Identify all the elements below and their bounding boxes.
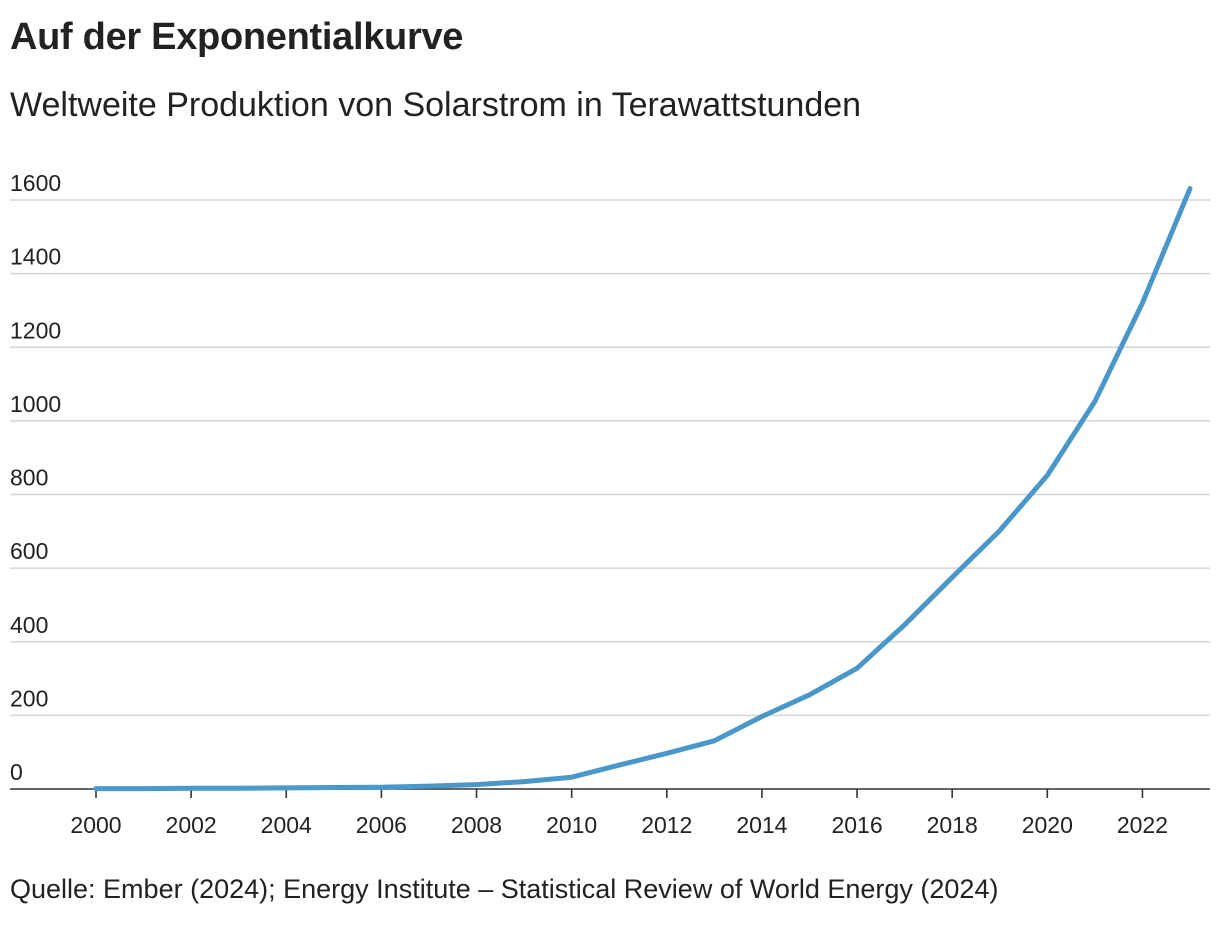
- x-tick-label: 2006: [356, 812, 407, 838]
- x-tick-label: 2016: [831, 812, 882, 838]
- series-group: [93, 186, 1193, 792]
- y-axis-ticks: 0 200 400 600 800 1000 1200 1400 1600: [10, 170, 61, 785]
- x-tick-label: 2022: [1117, 812, 1168, 838]
- y-tick-label: 1200: [10, 317, 61, 343]
- y-tick-label: 1600: [10, 170, 61, 196]
- y-tick-label: 1400: [10, 244, 61, 270]
- x-tick-label: 2014: [736, 812, 787, 838]
- source-note: Quelle: Ember (2024); Energy Institute –…: [10, 874, 999, 904]
- y-tick-label: 400: [10, 612, 48, 638]
- series-line-solarstrom: [93, 186, 1193, 792]
- x-tick-label: 2000: [70, 812, 121, 838]
- y-tick-label: 600: [10, 538, 48, 564]
- x-tick-label: 2012: [641, 812, 692, 838]
- x-tick-label: 2008: [451, 812, 502, 838]
- chart-title: Auf der Exponentialkurve: [10, 16, 464, 58]
- y-tick-label: 0: [10, 759, 23, 785]
- y-tick-label: 800: [10, 465, 48, 491]
- x-tick-label: 2010: [546, 812, 597, 838]
- x-tick-label: 2002: [166, 812, 217, 838]
- x-tick-label: 2020: [1022, 812, 1073, 838]
- chart-subtitle: Weltweite Produktion von Solarstrom in T…: [10, 86, 862, 124]
- gridlines: [10, 199, 1210, 790]
- x-tick-label: 2004: [261, 812, 312, 838]
- y-tick-label: 200: [10, 685, 48, 711]
- y-tick-label: 1000: [10, 391, 61, 417]
- x-axis-ticks: 2000 2002 2004 2006 2008 2010 2012 2014 2016 2018…: [70, 789, 1168, 838]
- x-tick-label: 2018: [927, 812, 978, 838]
